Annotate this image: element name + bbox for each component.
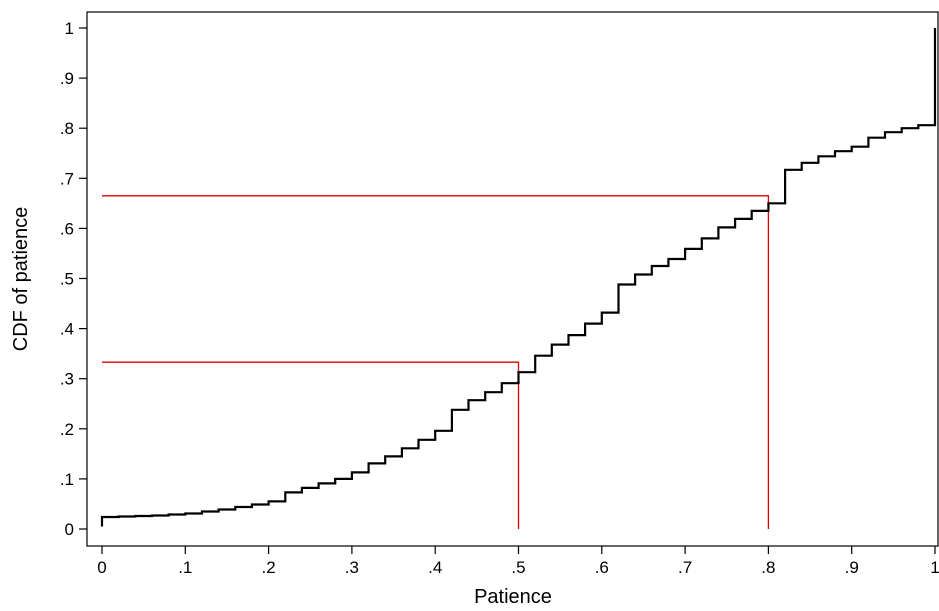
x-tick-label: .4 [428, 558, 442, 577]
x-tick-label: .1 [178, 558, 192, 577]
y-tick-label: .7 [60, 169, 74, 188]
reference-line [102, 361, 520, 529]
reference-lines [102, 195, 770, 529]
x-tick-label: .8 [761, 558, 775, 577]
y-tick-label: .6 [60, 219, 74, 238]
x-tick-label: .3 [345, 558, 359, 577]
plot-frame [86, 11, 939, 547]
x-tick-label: .6 [595, 558, 609, 577]
x-tick-label: 0 [97, 558, 106, 577]
y-tick-label: .4 [60, 320, 74, 339]
y-tick-label: .1 [60, 470, 74, 489]
axes: 0 .1 .2 .3 .4 .5 .6 .7 .8 .9 1 0 .1 .2 .3 .4 .5 .6 .7 .8 .9 1 [60, 11, 939, 577]
x-tick-label: .5 [511, 558, 525, 577]
series-layer [100, 28, 937, 527]
x-tick-label: .9 [845, 558, 859, 577]
y-tick-label: .9 [60, 69, 74, 88]
reference-line [102, 195, 770, 529]
y-tick-label: .2 [60, 420, 74, 439]
x-tick-label: .7 [678, 558, 692, 577]
y-tick-label: .5 [60, 270, 74, 289]
y-tick-label: .3 [60, 370, 74, 389]
y-axis-title: CDF of patience [10, 207, 32, 352]
y-tick-label: 1 [65, 19, 74, 38]
cdf-step-line [100, 28, 937, 527]
y-tick-label: .8 [60, 119, 74, 138]
x-tick-label: .2 [262, 558, 276, 577]
x-tick-label: 1 [930, 558, 939, 577]
y-tick-label: 0 [65, 520, 74, 539]
x-axis-title: Patience [474, 586, 552, 608]
